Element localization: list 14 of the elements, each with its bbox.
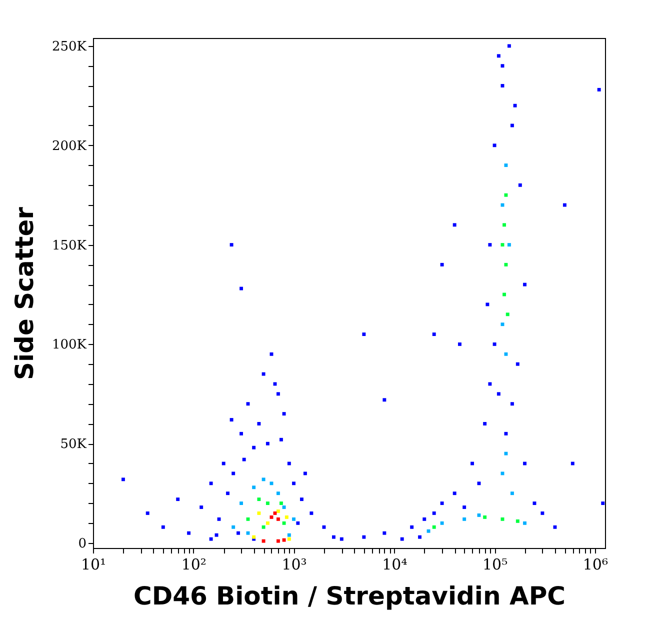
y-tick-label: 250K xyxy=(52,39,87,54)
y-tick-label: 100K xyxy=(52,338,87,353)
y-tick-label: 150K xyxy=(52,238,87,254)
x-tick-label: 10⁶ xyxy=(582,556,608,574)
x-axis-title: CD46 Biotin / Streptavidin APC xyxy=(133,582,566,610)
x-tick-label: 10⁴ xyxy=(382,556,408,574)
y-tick-label: 50K xyxy=(60,437,87,452)
y-axis-title: Side Scatter xyxy=(10,206,39,380)
x-tick-label: 10¹ xyxy=(80,556,106,574)
y-tick-label: 200K xyxy=(52,138,87,154)
x-tick-label: 10³ xyxy=(282,556,307,574)
y-tick-label: 0 xyxy=(78,536,86,552)
x-tick-label: 10² xyxy=(181,556,206,574)
x-tick-label: 10⁵ xyxy=(482,556,508,574)
